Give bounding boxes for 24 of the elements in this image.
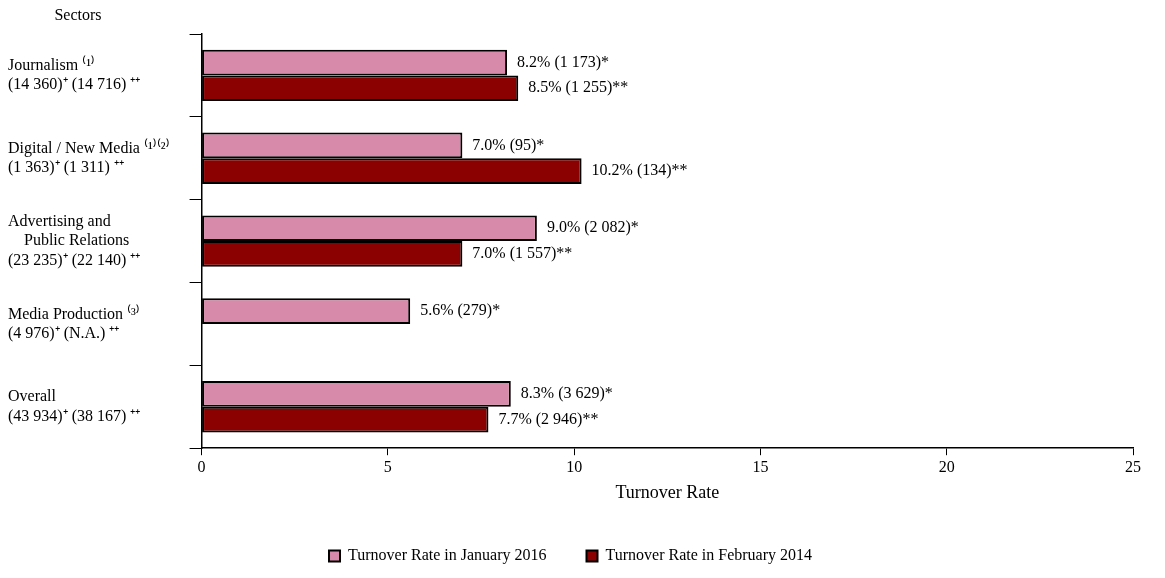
data-label: 9.0% (2 082)* [546, 218, 639, 237]
x-tick-label: 25 [1125, 458, 1141, 475]
legend-label: Turnover Rate in February 2014 [605, 546, 812, 565]
x-tick-label: 0 [197, 458, 206, 475]
x-tick-label: 10 [566, 458, 583, 475]
data-label: 7.0% (95)* [472, 135, 545, 154]
legend-label: Turnover Rate in January 2016 [348, 546, 547, 565]
y-tick-label: Digital / New Media ⁽¹⁾⁽²⁾ (1 363)⁺ (1 311) ⁺⁺ [8, 137, 170, 177]
x-axis-title: Turnover Rate [615, 481, 720, 502]
y-tick-label: Journalism ⁽¹⁾ (14 360)⁺ (14 716) ⁺⁺ [8, 55, 141, 94]
y-tick-label: Advertising and Public Relations (23 235)⁺ (22 140) ⁺⁺ [8, 212, 141, 269]
data-label: 7.7% (2 946)** [498, 409, 599, 428]
data-label: 7.0% (1 557)** [472, 244, 573, 263]
data-label: 5.6% (279)* [420, 301, 501, 320]
x-tick-label: 20 [938, 458, 955, 475]
y-tick-label: Media Production ⁽³⁾ (4 976)⁺ (N.A.) ⁺⁺ [8, 303, 140, 342]
x-tick-label: 15 [752, 458, 769, 475]
y-axis-title: Sectors [54, 6, 102, 24]
data-label: 8.3% (3 629)* [520, 384, 613, 403]
x-tick-label: 5 [383, 458, 392, 475]
y-tick-label: Overall (43 934)⁺ (38 167) ⁺⁺ [8, 387, 141, 425]
data-label: 10.2% (134)** [591, 161, 688, 180]
data-label: 8.5% (1 255)** [528, 78, 629, 97]
data-label: 8.2% (1 173)* [517, 52, 610, 71]
